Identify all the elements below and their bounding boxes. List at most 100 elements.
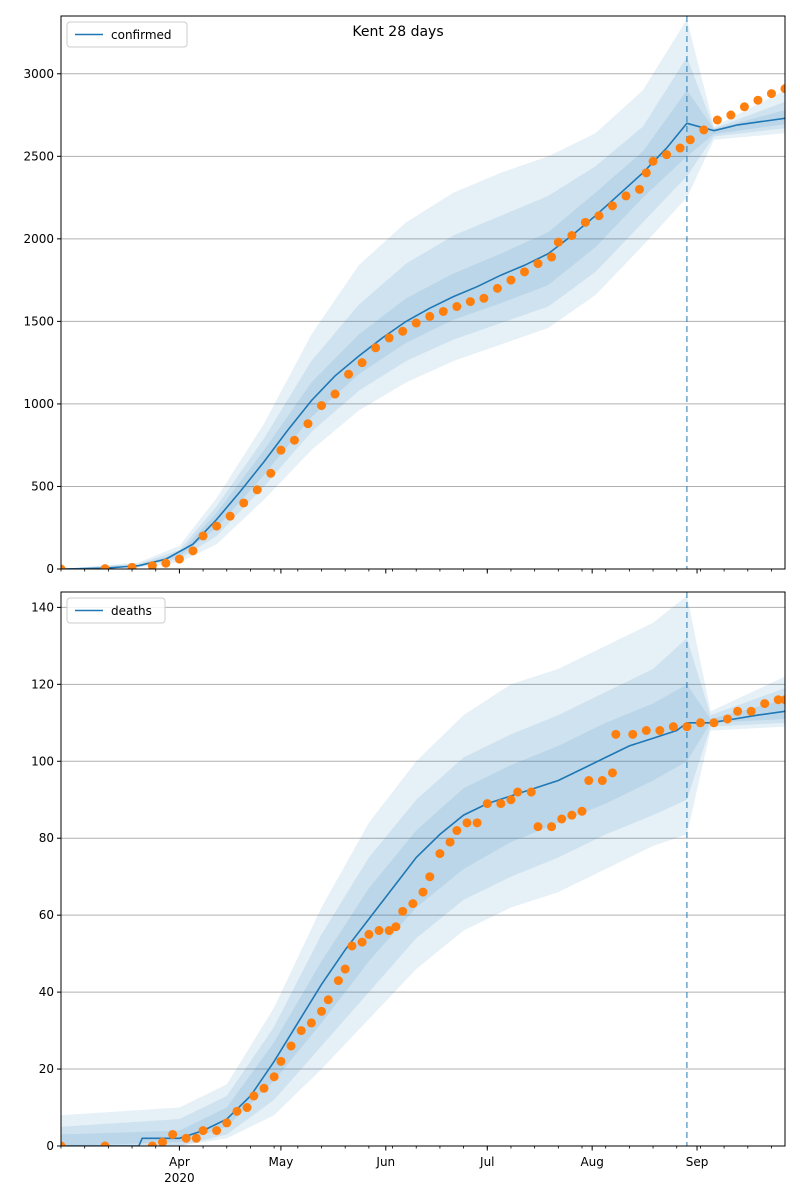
observed-point [526,787,536,797]
observed-point [317,401,327,411]
x-tick-label: Jul [479,1155,494,1169]
observed-point [465,297,475,307]
observed-point [347,941,357,951]
legend: deaths [66,597,166,624]
uncertainty-band-50pct [61,684,785,1146]
observed-point [533,259,543,269]
observed-point [438,306,448,316]
legend: confirmed [66,21,188,48]
observed-point [266,468,276,478]
observed-point [242,1103,252,1113]
observed-point [374,926,384,936]
x-tick-label: May [269,1155,294,1169]
observed-point [479,293,489,303]
model-median-line [61,117,785,569]
observed-point [648,156,658,166]
observed-point [607,768,617,778]
observed-point [547,822,557,832]
observed-point [682,722,692,732]
observed-point [557,814,567,824]
observed-point [198,1126,208,1136]
observed-point [496,799,506,809]
observed-point [607,201,617,211]
observed-point [384,926,394,936]
legend-label: confirmed [111,28,172,42]
observed-point [384,333,394,343]
plot-area [61,16,785,569]
y-tick-label: 140 [31,600,54,614]
observed-point [567,810,577,820]
observed-point [100,564,110,569]
y-tick-label: 40 [39,985,54,999]
observed-point [655,726,665,735]
observed-point [157,1137,167,1146]
observed-point [519,267,529,277]
observed-point [760,699,770,709]
observed-point [746,706,756,716]
axes-frame [60,591,786,1147]
observed-point [323,995,333,1005]
observed-point [61,1141,66,1146]
observed-point [147,1141,157,1146]
observed-point [685,135,695,145]
observed-point [611,729,621,739]
observed-point [398,326,408,336]
observed-point [357,937,367,947]
y-tick-label: 2500 [23,149,54,163]
observed-point [161,558,171,568]
observed-point [641,726,651,735]
observed-point [289,435,299,445]
observed-point [482,799,492,809]
axes-frame [60,15,786,570]
plot-area [61,592,785,1146]
observed-point [699,125,709,135]
observed-point [252,485,262,495]
observed-point [344,369,354,379]
observed-point [722,714,732,724]
x-tick-label: Apr [169,1155,190,1169]
uncertainty-band-50pct [61,90,785,569]
observed-point [371,343,381,353]
observed-point [127,562,137,569]
figure-title: Kent 28 days [352,24,443,40]
legend-box [66,21,188,48]
observed-point [594,211,604,221]
observed-point [188,546,198,556]
observed-point [753,95,763,105]
observed-point [330,389,340,399]
observed-point [513,787,523,797]
observed-point [239,498,249,508]
x-tick-year-label: 2020 [164,1171,195,1185]
observed-point [547,252,557,262]
observed-point [100,1141,110,1146]
y-tick-label: 20 [39,1062,54,1076]
uncertainty-band-80pct [61,57,785,569]
observed-point [580,217,590,227]
observed-point [286,1041,296,1051]
y-tick-label: 2000 [23,232,54,246]
observed-point [408,899,418,909]
observed-point [709,718,719,728]
observed-point [733,706,743,716]
observed-point [621,191,631,201]
observed-point [259,1083,269,1093]
y-tick-label: 0 [46,1139,54,1153]
observed-point [553,237,563,247]
uncertainty-band-95pct [61,595,785,1146]
observed-point [147,561,157,569]
observed-point [577,806,587,816]
observed-point [181,1133,191,1143]
observed-point [212,521,222,531]
y-tick-label: 80 [39,831,54,845]
observed-point [296,1026,306,1036]
observed-point [492,283,502,293]
x-tick-label: Jun [375,1155,395,1169]
observed-point [712,115,722,125]
observed-point [533,822,543,832]
observed-point [662,150,672,160]
legend-label: deaths [111,604,152,618]
y-tick-label: 120 [31,677,54,691]
observed-point [276,445,286,455]
observed-point [597,776,607,786]
